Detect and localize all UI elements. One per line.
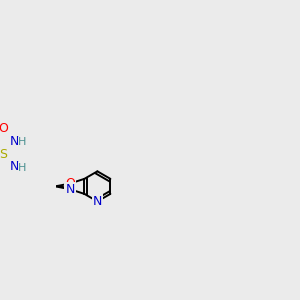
Text: S: S <box>0 148 7 160</box>
Text: H: H <box>18 163 27 173</box>
Text: O: O <box>0 122 8 135</box>
Text: O: O <box>65 177 75 190</box>
Text: N: N <box>93 195 102 208</box>
Text: N: N <box>9 135 19 148</box>
Text: N: N <box>9 160 19 173</box>
Text: H: H <box>18 137 27 148</box>
Text: N: N <box>65 183 75 196</box>
